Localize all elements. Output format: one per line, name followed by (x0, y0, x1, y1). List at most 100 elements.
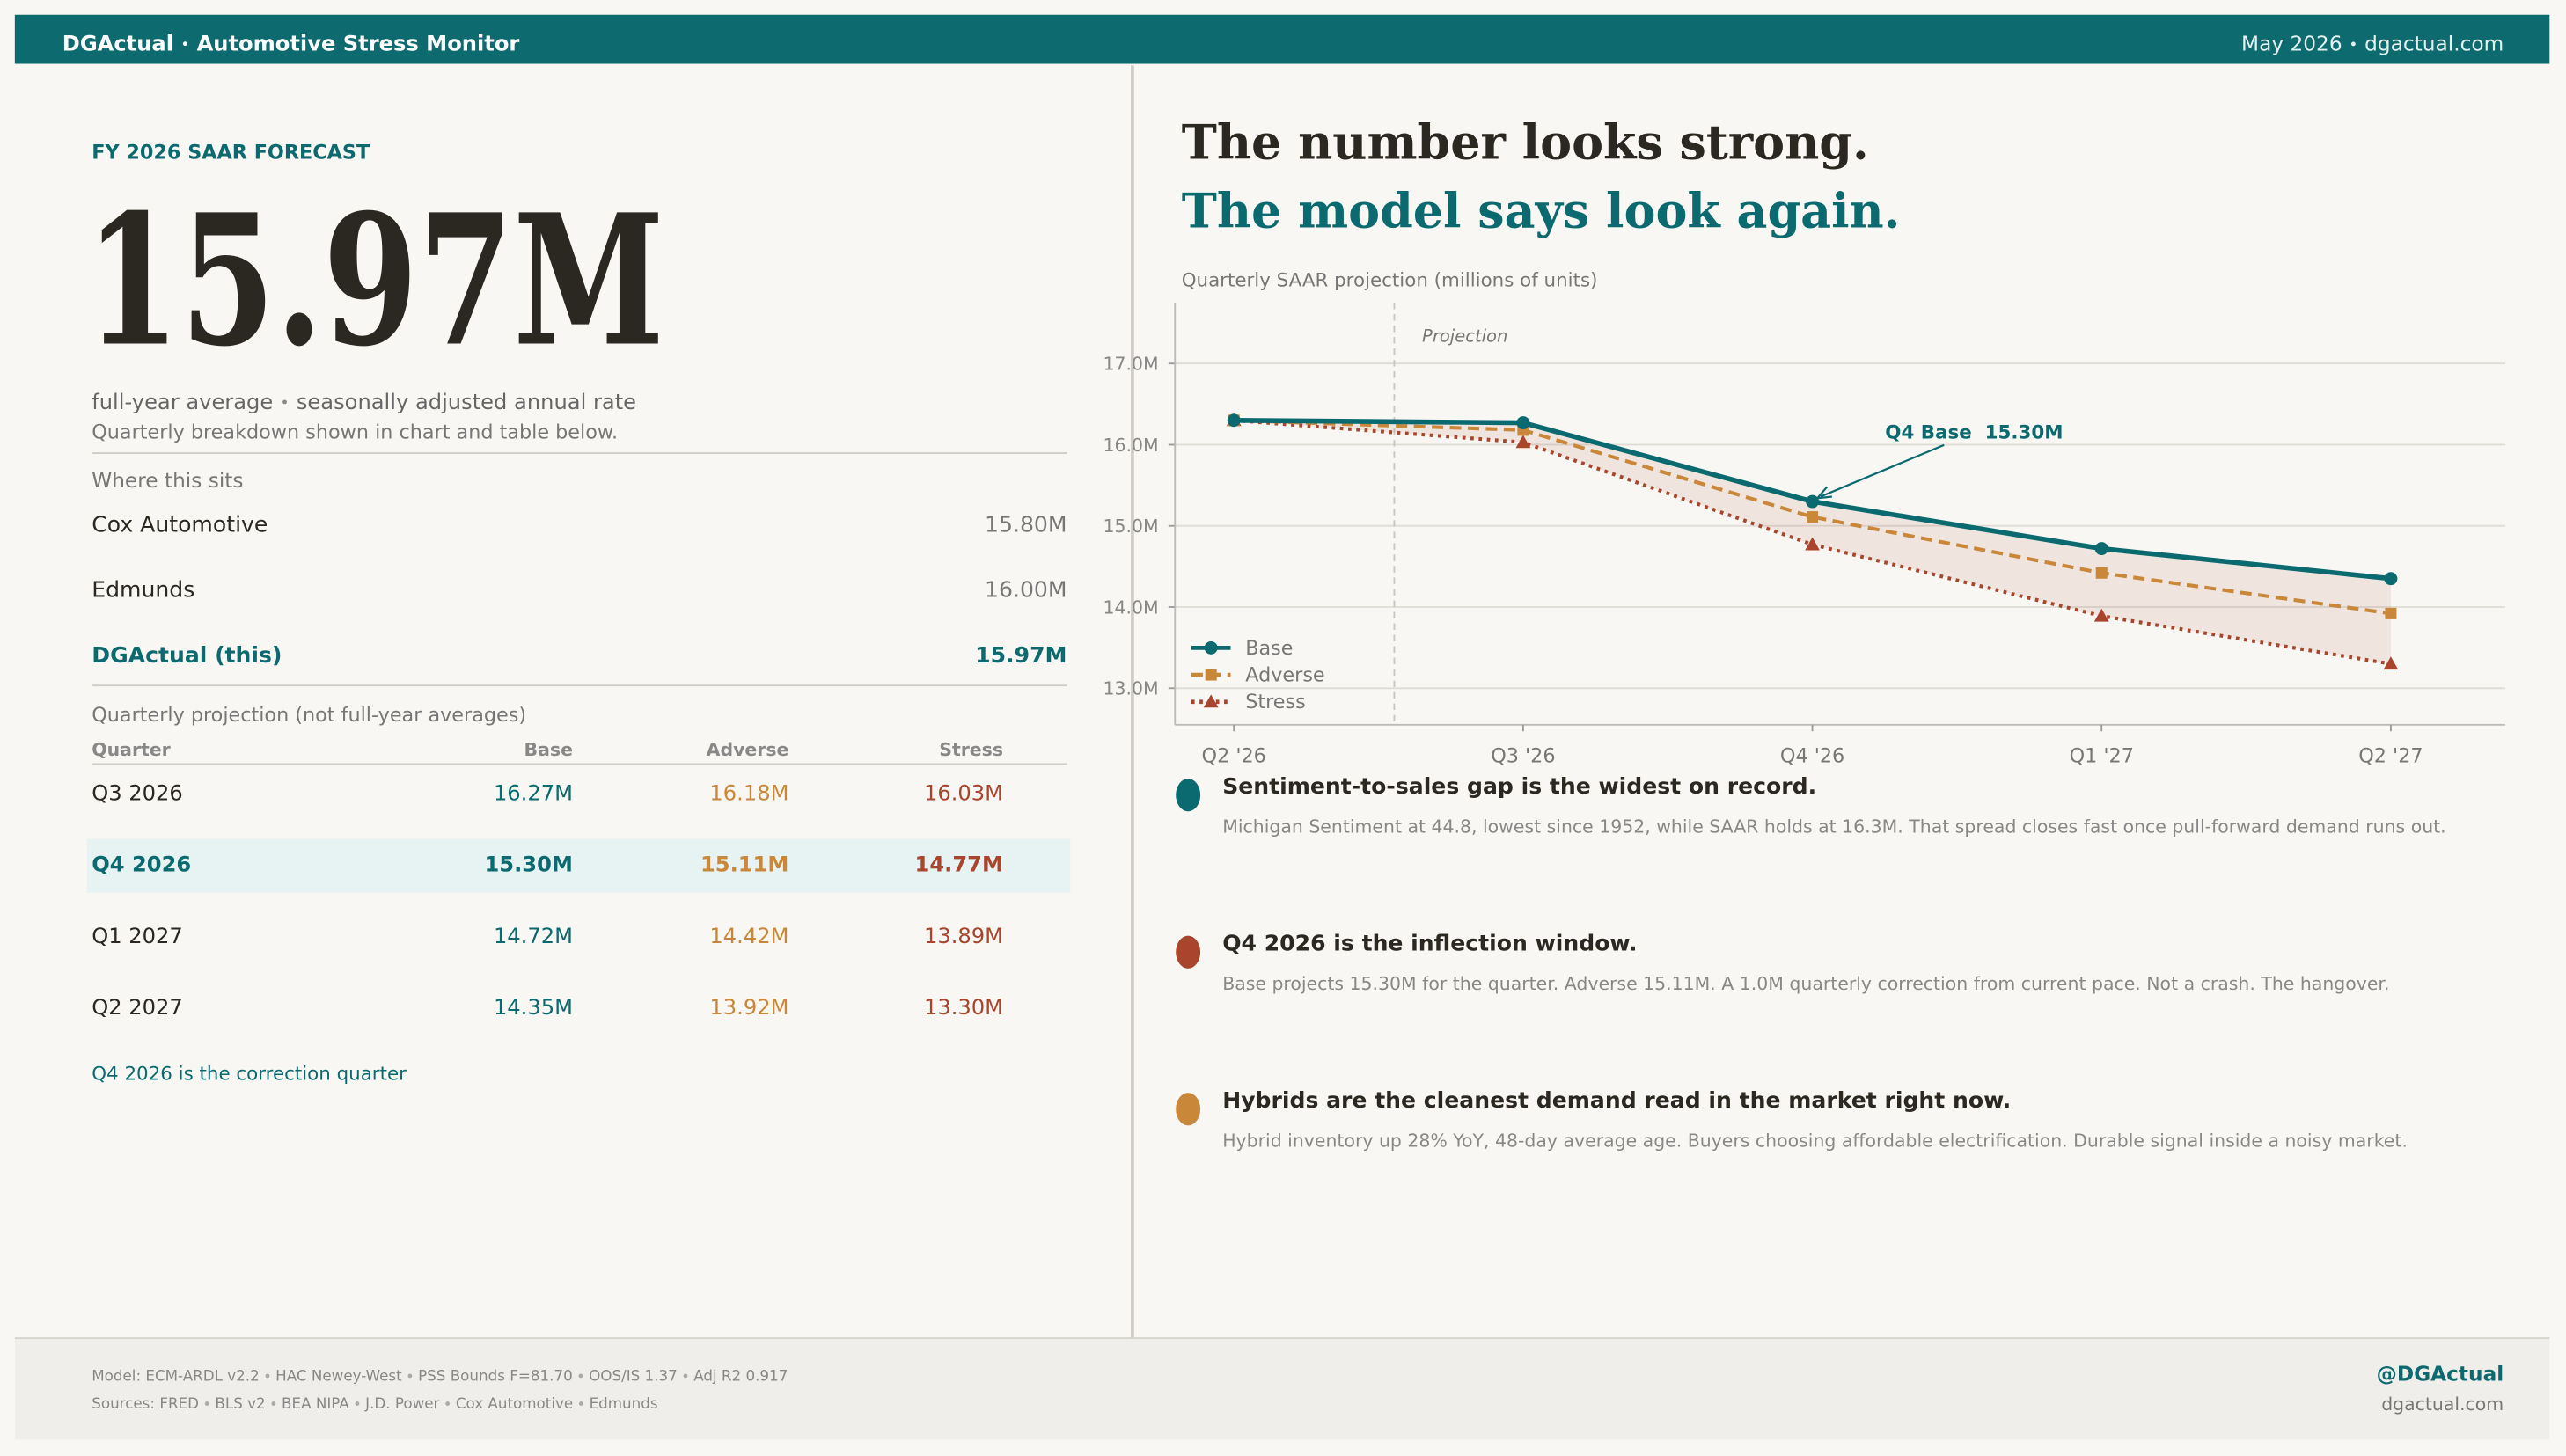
y-tick-label: 17.0M (1103, 354, 1159, 375)
annotation-arrowhead (1815, 486, 1833, 500)
separator (2350, 41, 2356, 47)
footer-site: dgactual.com (2381, 1394, 2504, 1415)
point (1807, 511, 1819, 523)
table-cell: 15.30M (485, 852, 573, 877)
row-highlight (86, 838, 1071, 893)
point (1203, 694, 1219, 708)
table-cell: 16.03M (924, 780, 1003, 805)
forecast-subtitle-group: full-year average seasonally adjusted ann… (92, 390, 636, 414)
point (1205, 669, 1217, 681)
point (1204, 640, 1218, 655)
footer-sources: J.D. Power (364, 1394, 439, 1412)
footer-sources: Edmunds (590, 1394, 658, 1412)
table-cell: Q2 2027 (92, 995, 183, 1020)
point (2384, 572, 2398, 586)
insight-dot (1176, 1093, 1201, 1126)
table-cell: Q4 2026 (92, 852, 191, 877)
footer-model: Adj R2 0.917 (693, 1366, 788, 1384)
point (1805, 537, 1820, 551)
x-tick-label: Q4 '26 (1780, 745, 1844, 768)
section-title: Quarterly projection (not full-year aver… (92, 704, 526, 727)
headline: The number looks strong. (1182, 113, 1869, 170)
axis-title: Quarterly SAAR projection (millions of u… (1182, 269, 1598, 291)
forecast-value: 15.97M (85, 176, 664, 387)
separator (204, 1401, 209, 1406)
insight-body: Base projects 15.30M for the quarter. Ad… (1222, 973, 2389, 994)
projection-label: Projection (1422, 326, 1507, 347)
separator (355, 1401, 360, 1406)
annotation-arrow (1820, 443, 1945, 498)
table-cell: 13.89M (924, 924, 1003, 948)
legend-label: Adverse (1245, 664, 1324, 687)
insight-title: Hybrids are the cleanest demand read in … (1222, 1087, 2011, 1113)
table-cell: 16.18M (709, 780, 788, 805)
table-cell: Q1 2027 (92, 924, 183, 948)
table-cell: 14.42M (709, 924, 788, 948)
separator (578, 1401, 583, 1406)
footer-sources: Sources: FRED (92, 1394, 199, 1412)
comparison-value: 15.80M (985, 511, 1067, 537)
x-tick-label: Q2 '26 (1202, 745, 1266, 768)
forecast-subtitle: seasonally adjusted annual rate (297, 390, 636, 414)
x-tick-label: Q1 '27 (2070, 745, 2134, 768)
header-text-group: DGActual Automotive Stress Monitor (62, 32, 520, 56)
series-line (1234, 418, 2392, 666)
footer-model: PSS Bounds F=81.70 (418, 1366, 573, 1384)
y-tick-label: 16.0M (1103, 435, 1159, 456)
legend-label: Stress (1245, 691, 1306, 713)
comparison-value: 15.97M (975, 642, 1067, 668)
kicker: FY 2026 SAAR FORECAST (92, 141, 370, 164)
point (2093, 608, 2109, 622)
comparison-value: 16.00M (985, 577, 1067, 603)
footer-bar (14, 1338, 2550, 1440)
header-text: Automotive Stress Monitor (197, 32, 520, 56)
table-cell: 13.30M (924, 995, 1003, 1020)
point (1515, 435, 1531, 449)
footer-sources: BEA NIPA (282, 1394, 349, 1412)
header-meta: dgactual.com (2364, 33, 2504, 56)
x-tick-label: Q3 '26 (1491, 745, 1555, 768)
table-note: Q4 2026 is the correction quarter (92, 1063, 407, 1085)
y-tick-label: 15.0M (1103, 516, 1159, 537)
footer-sources: BLS v2 (215, 1394, 265, 1412)
comparison-source: Edmunds (92, 577, 194, 603)
separator (265, 1373, 270, 1379)
comparison-source: DGActual (this) (92, 642, 282, 668)
comparison-source: Cox Automotive (92, 511, 268, 537)
footer-handle: @DGActual (2377, 1362, 2504, 1386)
point (2385, 607, 2397, 619)
insight-dot (1176, 779, 1201, 812)
footer-model: HAC Newey-West (275, 1366, 402, 1384)
headline: The model says look again. (1182, 182, 1901, 238)
table-cell: 13.92M (709, 995, 788, 1020)
forecast-note: Quarterly breakdown shown in chart and t… (92, 421, 618, 443)
footer-sources-group: Sources: FRED BLS v2 BEA NIPA J.D. Power Cox… (92, 1394, 657, 1412)
insight-body: Michigan Sentiment at 44.8, lowest since… (1222, 816, 2445, 838)
separator (683, 1373, 688, 1379)
footer-model: OOS/IS 1.37 (589, 1366, 678, 1384)
footer-model: Model: ECM-ARDL v2.2 (92, 1366, 260, 1384)
separator (445, 1401, 451, 1406)
point (1227, 413, 1241, 428)
point (1806, 494, 1820, 509)
point (2095, 567, 2108, 579)
separator (182, 41, 187, 47)
table-cell: 14.72M (494, 924, 573, 948)
section-title: Where this sits (92, 469, 243, 493)
legend-label: Base (1245, 637, 1293, 660)
forecast-subtitle: full-year average (92, 390, 273, 414)
table-cell: 16.27M (494, 780, 573, 805)
x-tick-label: Q2 '27 (2358, 745, 2423, 768)
insight-body: Hybrid inventory up 28% YoY, 48-day aver… (1222, 1130, 2408, 1152)
insight-title: Sentiment-to-sales gap is the widest on … (1222, 773, 1816, 799)
point (2094, 542, 2108, 556)
series-line (1234, 418, 2392, 616)
table-cell: 15.11M (700, 852, 788, 877)
separator (407, 1373, 413, 1379)
insight-title: Q4 2026 is the inflection window. (1222, 930, 1637, 955)
footer-model-group: Model: ECM-ARDL v2.2 HAC Newey-West PSS Bo… (92, 1366, 788, 1384)
column-header: Base (524, 739, 573, 760)
header-meta-group: May 2026 dgactual.com (2241, 33, 2504, 56)
column-header: Stress (939, 739, 1003, 760)
